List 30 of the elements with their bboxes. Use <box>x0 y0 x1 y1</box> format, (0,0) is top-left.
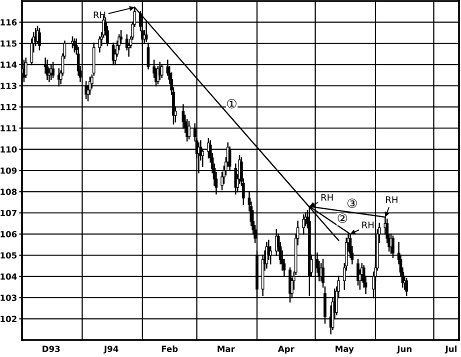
y-tick-label: 108 <box>0 188 17 195</box>
x-tick-label: Apr <box>278 346 294 354</box>
annotation: ③ <box>348 198 357 208</box>
x-tick-label: J94 <box>104 346 118 354</box>
y-tick-label: 115 <box>0 40 17 47</box>
annotation: ① <box>227 99 236 108</box>
x-tick-label: Feb <box>162 346 178 352</box>
y-tick-label: 103 <box>0 294 16 301</box>
x-tick-label: D93 <box>42 346 60 352</box>
y-tick-label: 114 <box>0 62 17 68</box>
y-tick-label: 105 <box>0 252 17 259</box>
y-tick-label: 113 <box>0 82 16 90</box>
annotation: RH <box>321 194 333 201</box>
x-tick-label: Jun <box>396 346 412 354</box>
annotation: RH <box>94 12 106 18</box>
x-tick-label: Jul <box>444 346 456 354</box>
x-tick-label: Mar <box>218 346 235 352</box>
annotation: RH <box>386 196 398 203</box>
annotation: RH <box>362 222 374 228</box>
y-tick-label: 111 <box>0 125 17 132</box>
x-tick-label: May <box>336 346 354 354</box>
y-tick-label: 102 <box>0 316 16 322</box>
y-tick-label: 112 <box>0 104 16 110</box>
y-tick-label: 104 <box>0 273 17 280</box>
y-tick-label: 110 <box>0 146 17 153</box>
y-tick-label: 107 <box>0 210 16 216</box>
y-tick-label: 106 <box>0 231 17 238</box>
annotation: ② <box>338 213 348 223</box>
y-tick-label: 116 <box>0 19 17 26</box>
y-tick-label: 109 <box>0 167 17 174</box>
